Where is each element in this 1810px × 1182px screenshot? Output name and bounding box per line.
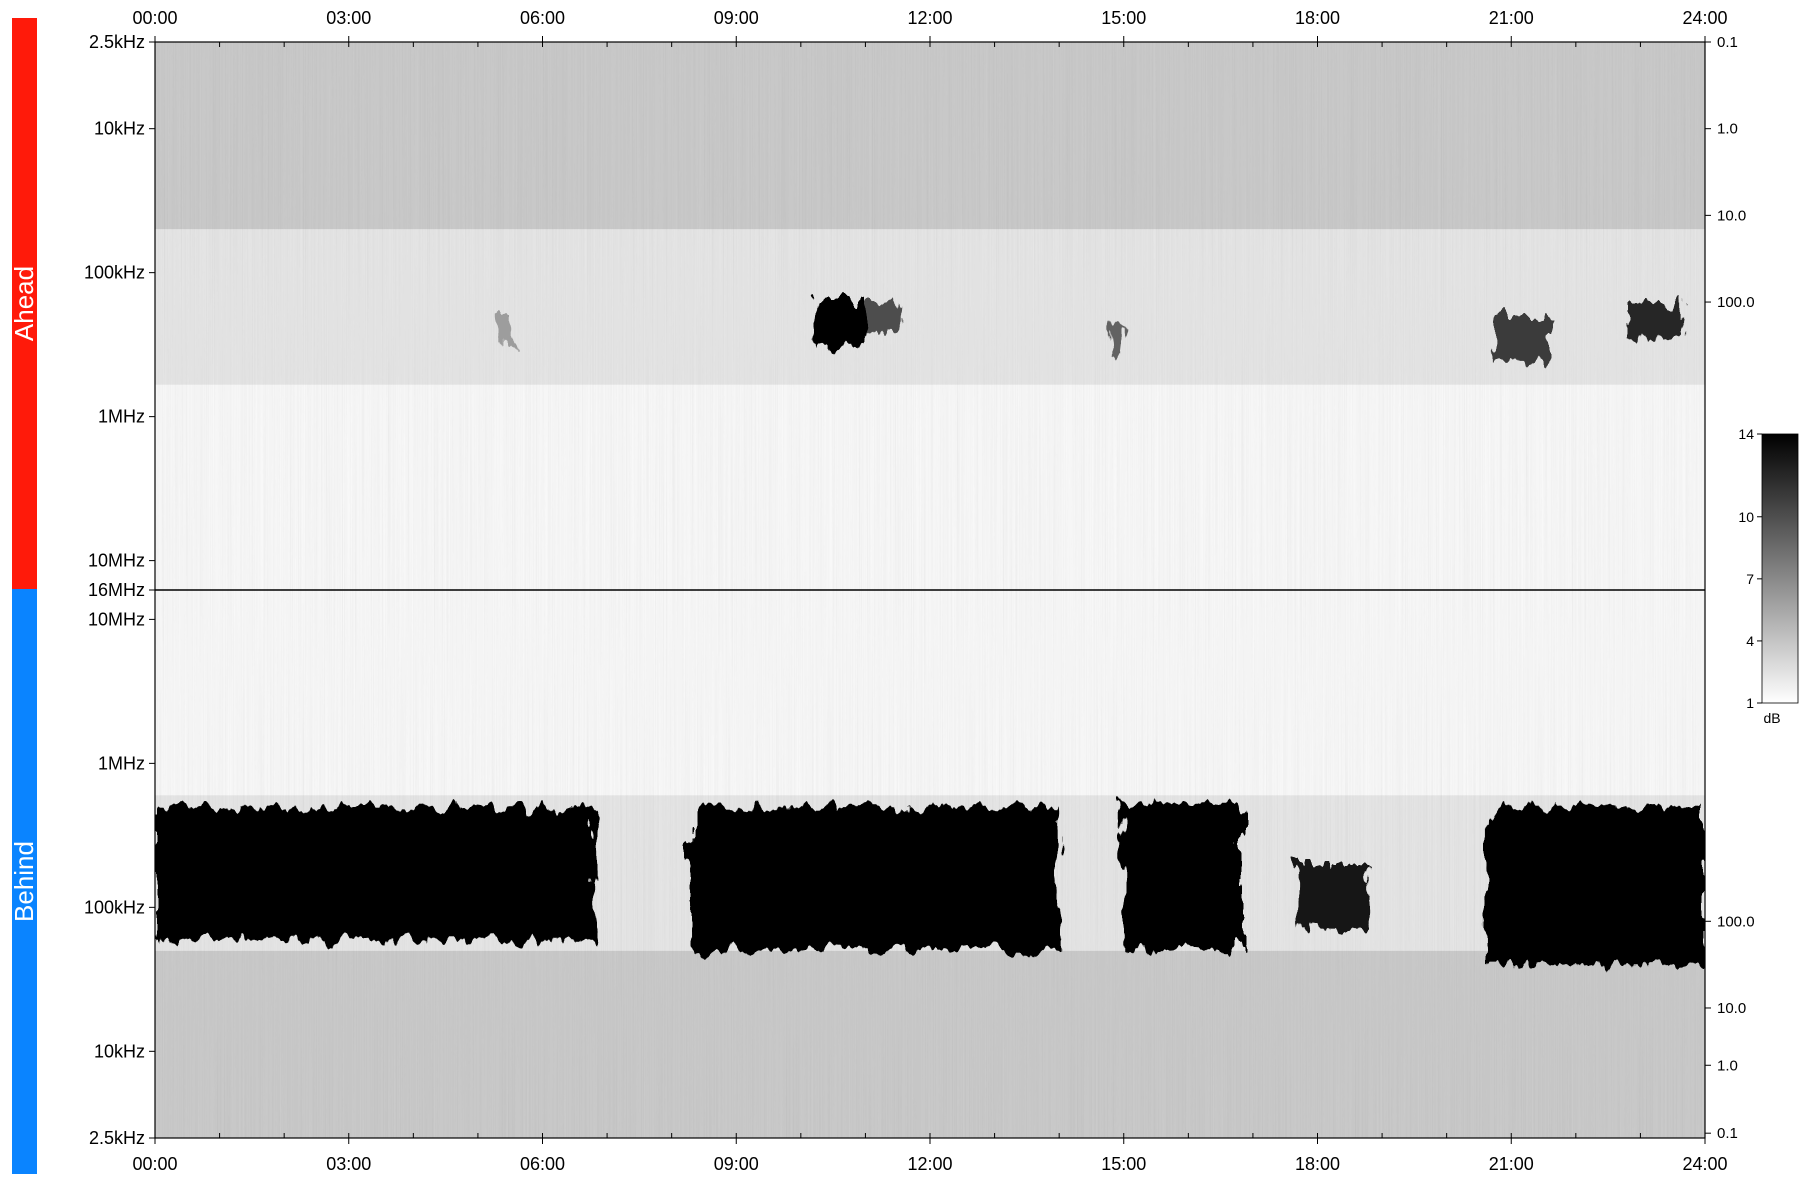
- y-tick-label-ahead: 16MHz: [88, 580, 145, 600]
- right-tick-label-behind: 100.0: [1717, 913, 1755, 930]
- burst-feature-behind-0: [155, 806, 595, 940]
- y-tick-label-behind: 100kHz: [84, 897, 145, 917]
- x-tick-label-top: 21:00: [1489, 8, 1534, 28]
- noise-texture: [155, 42, 1705, 590]
- x-tick-label-top: 18:00: [1295, 8, 1340, 28]
- burst-feature-ahead-5: [1110, 324, 1124, 357]
- x-tick-label-top: 15:00: [1101, 8, 1146, 28]
- x-tick-label-bottom: 06:00: [520, 1154, 565, 1174]
- burst-feature-ahead-3: [1491, 316, 1550, 363]
- x-tick-label-bottom: 00:00: [132, 1154, 177, 1174]
- x-tick-label-bottom: 09:00: [714, 1154, 759, 1174]
- y-tick-label-ahead: 100kHz: [84, 263, 145, 283]
- x-tick-label-top: 24:00: [1682, 8, 1727, 28]
- x-tick-label-bottom: 21:00: [1489, 1154, 1534, 1174]
- colorbar-tick-label: 1: [1746, 695, 1754, 711]
- right-tick-label-ahead: 10.0: [1717, 207, 1746, 224]
- y-tick-label-behind: 1MHz: [98, 753, 145, 773]
- burst-feature-behind-1: [691, 806, 1060, 951]
- colorbar-unit: dB: [1763, 710, 1780, 726]
- x-tick-label-top: 00:00: [132, 8, 177, 28]
- spectrum-panel-behind: [155, 590, 1705, 1138]
- colorbar-tick-label: 7: [1746, 571, 1754, 587]
- colorbar-tick-label: 10: [1738, 509, 1754, 525]
- burst-feature-ahead-1: [865, 302, 898, 333]
- feature-group: [497, 298, 1686, 363]
- colorbar-tick-label: 14: [1738, 426, 1754, 442]
- feature-group: [155, 804, 1705, 965]
- x-tick-label-top: 06:00: [520, 8, 565, 28]
- right-tick-label-ahead: 1.0: [1717, 121, 1738, 138]
- burst-feature-behind-3: [1298, 864, 1370, 930]
- panel-band-ahead: [12, 18, 37, 589]
- right-tick-label-behind: 10.0: [1717, 1000, 1746, 1017]
- x-tick-label-bottom: 03:00: [326, 1154, 371, 1174]
- burst-feature-behind-2: [1123, 804, 1240, 951]
- x-tick-label-bottom: 15:00: [1101, 1154, 1146, 1174]
- x-tick-label-bottom: 12:00: [907, 1154, 952, 1174]
- x-tick-label-top: 12:00: [907, 8, 952, 28]
- x-tick-label-bottom: 18:00: [1295, 1154, 1340, 1174]
- right-tick-label-behind: 1.0: [1717, 1057, 1738, 1074]
- colorbar-gradient: [1761, 433, 1799, 704]
- right-tick-label-behind: 0.1: [1717, 1125, 1738, 1142]
- right-tick-label-ahead: 100.0: [1717, 294, 1755, 311]
- right-tick-label-ahead: 0.1: [1717, 34, 1738, 51]
- y-tick-label-behind: 10kHz: [94, 1041, 145, 1061]
- y-tick-label-ahead: 10kHz: [94, 119, 145, 139]
- colorbar-tick-label: 4: [1746, 633, 1754, 649]
- panel-band-behind: [12, 589, 37, 1174]
- burst-feature-behind-4: [1485, 806, 1705, 965]
- burst-feature-ahead-4: [497, 316, 511, 342]
- y-tick-label-behind: 10MHz: [88, 609, 145, 629]
- spectrum-panel-ahead: [155, 42, 1705, 590]
- burst-feature-ahead-0: [813, 298, 866, 346]
- y-tick-label-ahead: 2.5kHz: [89, 32, 145, 52]
- y-tick-label-behind: 2.5kHz: [89, 1128, 145, 1148]
- x-tick-label-top: 03:00: [326, 8, 371, 28]
- y-tick-label-ahead: 10MHz: [88, 551, 145, 571]
- x-tick-label-bottom: 24:00: [1682, 1154, 1727, 1174]
- burst-feature-ahead-2: [1627, 302, 1686, 340]
- y-tick-label-ahead: 1MHz: [98, 407, 145, 427]
- x-tick-label-top: 09:00: [714, 8, 759, 28]
